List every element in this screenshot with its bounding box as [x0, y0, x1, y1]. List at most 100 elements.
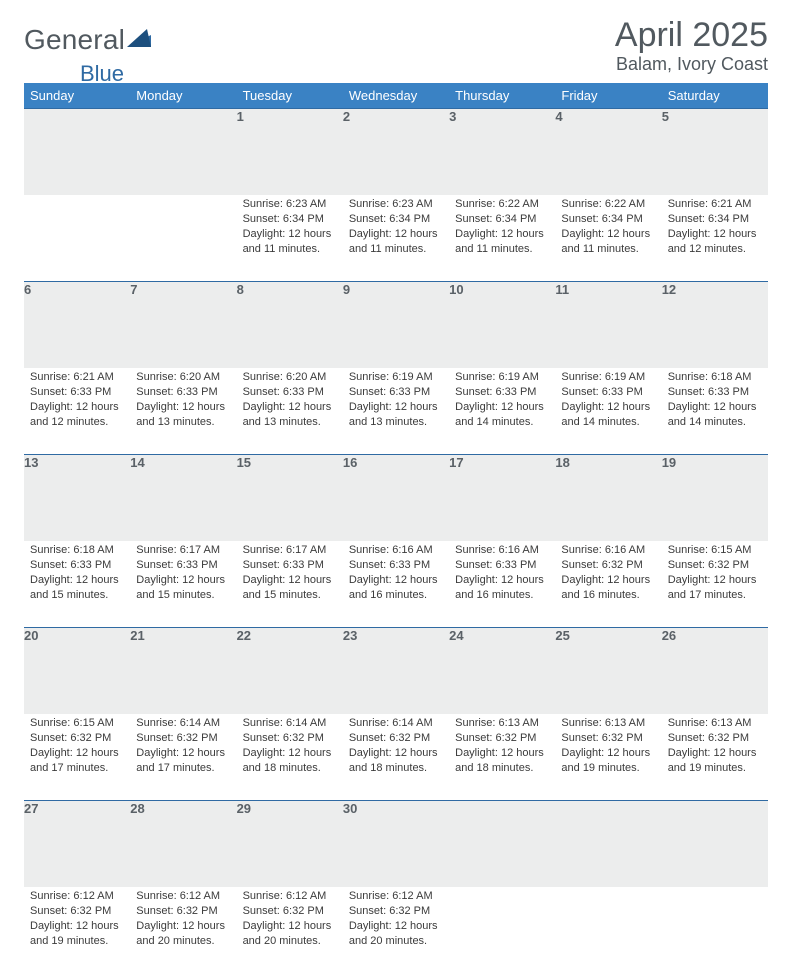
daylight-line: Daylight: 12 hours and 15 minutes.: [30, 573, 124, 603]
day-number: [24, 109, 130, 196]
day-cell: Sunrise: 6:15 AMSunset: 6:32 PMDaylight:…: [662, 541, 768, 628]
day-number: 29: [237, 801, 343, 888]
weekday-thursday: Thursday: [449, 83, 555, 109]
day-number: [662, 801, 768, 888]
sunset-line: Sunset: 6:33 PM: [136, 558, 230, 573]
daynum-row: 12345: [24, 109, 768, 196]
sunrise-line: Sunrise: 6:18 AM: [30, 543, 124, 558]
day-number: 17: [449, 455, 555, 542]
day-number: 27: [24, 801, 130, 888]
daylight-line: Daylight: 12 hours and 12 minutes.: [668, 227, 762, 257]
daylight-line: Daylight: 12 hours and 19 minutes.: [561, 746, 655, 776]
day-cell: Sunrise: 6:13 AMSunset: 6:32 PMDaylight:…: [662, 714, 768, 801]
daylight-line: Daylight: 12 hours and 19 minutes.: [30, 919, 124, 949]
day-cell: [449, 887, 555, 973]
daylight-line: Daylight: 12 hours and 11 minutes.: [349, 227, 443, 257]
day-number: 14: [130, 455, 236, 542]
day-number: 1: [237, 109, 343, 196]
day-cell: Sunrise: 6:23 AMSunset: 6:34 PMDaylight:…: [237, 195, 343, 282]
sunrise-line: Sunrise: 6:12 AM: [349, 889, 443, 904]
day-number: 10: [449, 282, 555, 369]
sunset-line: Sunset: 6:32 PM: [30, 731, 124, 746]
daylight-line: Daylight: 12 hours and 17 minutes.: [136, 746, 230, 776]
daylight-line: Daylight: 12 hours and 16 minutes.: [561, 573, 655, 603]
sunrise-line: Sunrise: 6:12 AM: [136, 889, 230, 904]
daylight-line: Daylight: 12 hours and 14 minutes.: [561, 400, 655, 430]
day-cell: Sunrise: 6:13 AMSunset: 6:32 PMDaylight:…: [449, 714, 555, 801]
sunset-line: Sunset: 6:34 PM: [561, 212, 655, 227]
day-number: 7: [130, 282, 236, 369]
daylight-line: Daylight: 12 hours and 13 minutes.: [243, 400, 337, 430]
sunset-line: Sunset: 6:33 PM: [243, 385, 337, 400]
daylight-line: Daylight: 12 hours and 15 minutes.: [136, 573, 230, 603]
weekday-saturday: Saturday: [662, 83, 768, 109]
daylight-line: Daylight: 12 hours and 20 minutes.: [243, 919, 337, 949]
daylight-line: Daylight: 12 hours and 20 minutes.: [136, 919, 230, 949]
day-number: 13: [24, 455, 130, 542]
sunrise-line: Sunrise: 6:12 AM: [243, 889, 337, 904]
day-number: 23: [343, 628, 449, 715]
day-cell: Sunrise: 6:18 AMSunset: 6:33 PMDaylight:…: [662, 368, 768, 455]
day-cell: Sunrise: 6:16 AMSunset: 6:33 PMDaylight:…: [449, 541, 555, 628]
day-number: [555, 801, 661, 888]
sunset-line: Sunset: 6:33 PM: [561, 385, 655, 400]
sunrise-line: Sunrise: 6:17 AM: [243, 543, 337, 558]
day-cell: Sunrise: 6:14 AMSunset: 6:32 PMDaylight:…: [237, 714, 343, 801]
day-cell: [130, 195, 236, 282]
day-number: 26: [662, 628, 768, 715]
daynum-row: 20212223242526: [24, 628, 768, 715]
brand-text-1: General: [24, 24, 125, 56]
sunrise-line: Sunrise: 6:16 AM: [349, 543, 443, 558]
sunset-line: Sunset: 6:33 PM: [136, 385, 230, 400]
sunrise-line: Sunrise: 6:23 AM: [349, 197, 443, 212]
day-cell: Sunrise: 6:23 AMSunset: 6:34 PMDaylight:…: [343, 195, 449, 282]
day-number: 2: [343, 109, 449, 196]
sunrise-line: Sunrise: 6:16 AM: [455, 543, 549, 558]
day-cell: Sunrise: 6:21 AMSunset: 6:33 PMDaylight:…: [24, 368, 130, 455]
sunset-line: Sunset: 6:32 PM: [349, 731, 443, 746]
sunset-line: Sunset: 6:32 PM: [561, 558, 655, 573]
day-cell: [662, 887, 768, 973]
week-row: Sunrise: 6:18 AMSunset: 6:33 PMDaylight:…: [24, 541, 768, 628]
sunrise-line: Sunrise: 6:13 AM: [561, 716, 655, 731]
sunset-line: Sunset: 6:33 PM: [30, 385, 124, 400]
day-cell: Sunrise: 6:13 AMSunset: 6:32 PMDaylight:…: [555, 714, 661, 801]
daylight-line: Daylight: 12 hours and 19 minutes.: [668, 746, 762, 776]
location-label: Balam, Ivory Coast: [615, 54, 768, 75]
day-number: [449, 801, 555, 888]
sunset-line: Sunset: 6:33 PM: [243, 558, 337, 573]
week-row: Sunrise: 6:21 AMSunset: 6:33 PMDaylight:…: [24, 368, 768, 455]
daylight-line: Daylight: 12 hours and 15 minutes.: [243, 573, 337, 603]
sunset-line: Sunset: 6:33 PM: [455, 385, 549, 400]
daylight-line: Daylight: 12 hours and 11 minutes.: [243, 227, 337, 257]
weekday-header-row: Sunday Monday Tuesday Wednesday Thursday…: [24, 83, 768, 109]
daynum-row: 6789101112: [24, 282, 768, 369]
daynum-row: 27282930: [24, 801, 768, 888]
title-block: April 2025 Balam, Ivory Coast: [615, 18, 768, 75]
daylight-line: Daylight: 12 hours and 12 minutes.: [30, 400, 124, 430]
day-cell: Sunrise: 6:19 AMSunset: 6:33 PMDaylight:…: [449, 368, 555, 455]
sunrise-line: Sunrise: 6:19 AM: [455, 370, 549, 385]
day-number: 3: [449, 109, 555, 196]
sunset-line: Sunset: 6:32 PM: [30, 904, 124, 919]
sunset-line: Sunset: 6:32 PM: [136, 731, 230, 746]
day-number: 24: [449, 628, 555, 715]
daylight-line: Daylight: 12 hours and 17 minutes.: [668, 573, 762, 603]
day-cell: Sunrise: 6:12 AMSunset: 6:32 PMDaylight:…: [237, 887, 343, 973]
sunset-line: Sunset: 6:32 PM: [243, 731, 337, 746]
daylight-line: Daylight: 12 hours and 13 minutes.: [349, 400, 443, 430]
sunrise-line: Sunrise: 6:19 AM: [561, 370, 655, 385]
day-cell: Sunrise: 6:17 AMSunset: 6:33 PMDaylight:…: [237, 541, 343, 628]
sunrise-line: Sunrise: 6:13 AM: [455, 716, 549, 731]
day-cell: Sunrise: 6:19 AMSunset: 6:33 PMDaylight:…: [343, 368, 449, 455]
header-bar: General April 2025 Balam, Ivory Coast: [24, 18, 768, 75]
day-number: 15: [237, 455, 343, 542]
day-cell: Sunrise: 6:18 AMSunset: 6:33 PMDaylight:…: [24, 541, 130, 628]
day-cell: [24, 195, 130, 282]
sunset-line: Sunset: 6:34 PM: [243, 212, 337, 227]
day-number: 5: [662, 109, 768, 196]
day-cell: Sunrise: 6:20 AMSunset: 6:33 PMDaylight:…: [130, 368, 236, 455]
sunrise-line: Sunrise: 6:15 AM: [668, 543, 762, 558]
sunset-line: Sunset: 6:34 PM: [349, 212, 443, 227]
brand-mark-icon: [127, 27, 157, 54]
